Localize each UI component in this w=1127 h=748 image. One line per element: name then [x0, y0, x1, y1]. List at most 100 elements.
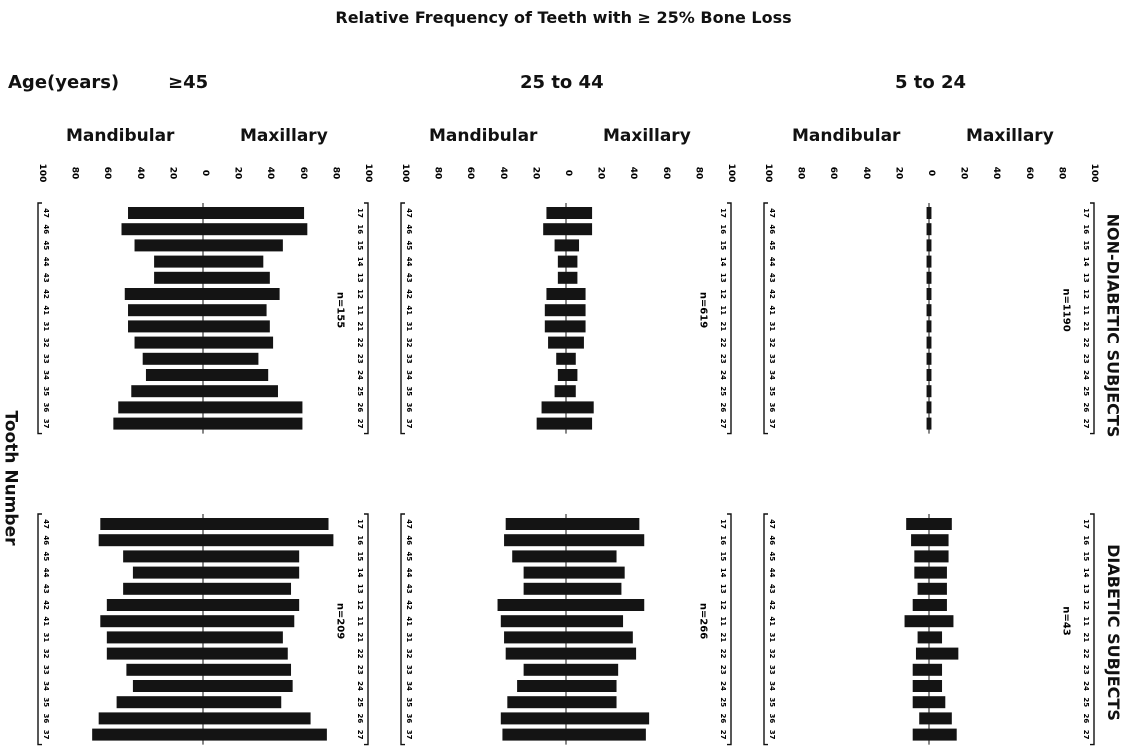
mandibular-bar: [926, 239, 929, 252]
tooth-number-label: 36: [768, 714, 776, 724]
mandibular-bar: [912, 663, 929, 676]
mandibular-bar: [505, 647, 566, 660]
tooth-number-label: 11: [719, 305, 727, 315]
age-group-label: 25 to 44: [520, 72, 604, 93]
tooth-number-label: 47: [405, 208, 413, 218]
tooth-bracket: [37, 202, 42, 435]
tooth-number-label: 14: [1082, 257, 1090, 267]
tooth-number-label: 37: [405, 730, 413, 740]
tooth-number-label: 41: [768, 616, 776, 626]
mandibular-bar: [500, 615, 566, 628]
maxillary-bar: [929, 712, 952, 725]
tooth-number-label: 32: [42, 338, 50, 348]
mandibular-bar: [912, 696, 929, 709]
tooth-number-label: 27: [356, 419, 364, 429]
mandibular-bar: [926, 223, 929, 236]
maxillary-bar: [203, 223, 308, 236]
maxillary-bar: [566, 518, 640, 530]
mandibular-bar: [912, 728, 929, 741]
tooth-number-label: 34: [768, 370, 776, 380]
maxillary-label: Maxillary: [603, 126, 691, 146]
tooth-number-label: 34: [42, 681, 50, 691]
maxillary-bar: [929, 288, 932, 300]
maxillary-bar: [929, 401, 932, 414]
mandibular-bar: [132, 680, 203, 692]
panel: 47 17 46 16 45 15 44 14 43 13 42 12 41 11 31 21 32 22 33 23…: [400, 202, 732, 435]
scale-tick-label: 60: [661, 167, 671, 180]
mandibular-bar: [98, 534, 203, 547]
mandibular-bar: [502, 728, 566, 741]
maxillary-bar: [203, 615, 295, 628]
maxillary-bar: [203, 401, 303, 414]
tooth-bracket: [1090, 513, 1095, 746]
tooth-number-label: 42: [42, 289, 50, 299]
tooth-number-label: 44: [405, 568, 413, 578]
scale-tick-label: 0: [926, 170, 936, 176]
tooth-number-label: 35: [42, 697, 50, 707]
tooth-number-label: 17: [1082, 208, 1090, 218]
tooth-number-label: 35: [768, 697, 776, 707]
tooth-number-label: 17: [719, 208, 727, 218]
sample-size-label: n=43: [1061, 606, 1072, 635]
tooth-number-label: 21: [1082, 322, 1090, 332]
tooth-number-label: 27: [1082, 730, 1090, 740]
tooth-number-label: 42: [405, 600, 413, 610]
mandibular-bar: [126, 663, 203, 676]
mandibular-bar: [544, 320, 566, 333]
mandibular-bar: [926, 401, 929, 414]
scale-tick-label: 80: [70, 167, 80, 180]
mandibular-bar: [546, 207, 566, 219]
mandibular-label: Mandibular: [66, 126, 175, 146]
scale-tick-label: 20: [167, 167, 177, 180]
tooth-number-label: 12: [356, 600, 364, 610]
tooth-number-label: 45: [405, 552, 413, 562]
scale-tick-label: 20: [959, 167, 969, 180]
tooth-number-label: 16: [356, 535, 364, 545]
tooth-number-label: 27: [719, 730, 727, 740]
tooth-number-label: 44: [405, 257, 413, 267]
tooth-number-label: 33: [768, 665, 776, 675]
tooth-number-label: 42: [42, 600, 50, 610]
maxillary-bar: [929, 223, 932, 236]
mandibular-bar: [106, 631, 203, 644]
panel: 47 17 46 16 45 15 44 14 43 13 42 12 41 11 31 21 32 22 33 23…: [763, 513, 1095, 746]
maxillary-bar: [566, 712, 650, 725]
tooth-number-label: 34: [405, 681, 413, 691]
tooth-number-label: 22: [719, 338, 727, 348]
scale-tick-label: 20: [893, 167, 903, 180]
tooth-number-label: 16: [1082, 224, 1090, 234]
scale-tick-label: 20: [530, 167, 540, 180]
maxillary-bar: [203, 631, 283, 644]
tooth-number-label: 25: [356, 697, 364, 707]
mandibular-bar: [505, 518, 566, 530]
maxillary-bar: [203, 336, 274, 349]
maxillary-label: Maxillary: [966, 126, 1054, 146]
tooth-number-label: 12: [719, 600, 727, 610]
mandibular-bar: [906, 518, 929, 530]
age-axis-label: Age(years): [8, 72, 120, 93]
mandibular-bar: [926, 369, 929, 381]
tooth-number-label: 13: [719, 584, 727, 594]
maxillary-bar: [566, 271, 578, 284]
tooth-number-label: 45: [768, 241, 776, 251]
tooth-number-label: 43: [42, 584, 50, 594]
mandibular-bar: [557, 369, 566, 381]
maxillary-bar: [566, 599, 645, 611]
tooth-bracket: [400, 513, 405, 746]
mandibular-bar: [121, 223, 203, 236]
tooth-number-label: 47: [405, 519, 413, 529]
tooth-number-label: 47: [42, 519, 50, 529]
tooth-number-label: 44: [42, 257, 50, 267]
tooth-number-label: 24: [719, 370, 727, 380]
mandibular-bar: [926, 352, 929, 365]
scale-tick-label: 40: [861, 167, 871, 180]
tooth-number-label: 43: [42, 273, 50, 283]
maxillary-bar: [566, 680, 617, 692]
tooth-number-label: 33: [42, 665, 50, 675]
tooth-number-label: 42: [768, 600, 776, 610]
mandibular-bar: [917, 582, 929, 595]
mandibular-bar: [912, 599, 929, 611]
mandibular-bar: [557, 271, 566, 284]
maxillary-bar: [566, 304, 586, 317]
maxillary-bar: [566, 352, 576, 365]
